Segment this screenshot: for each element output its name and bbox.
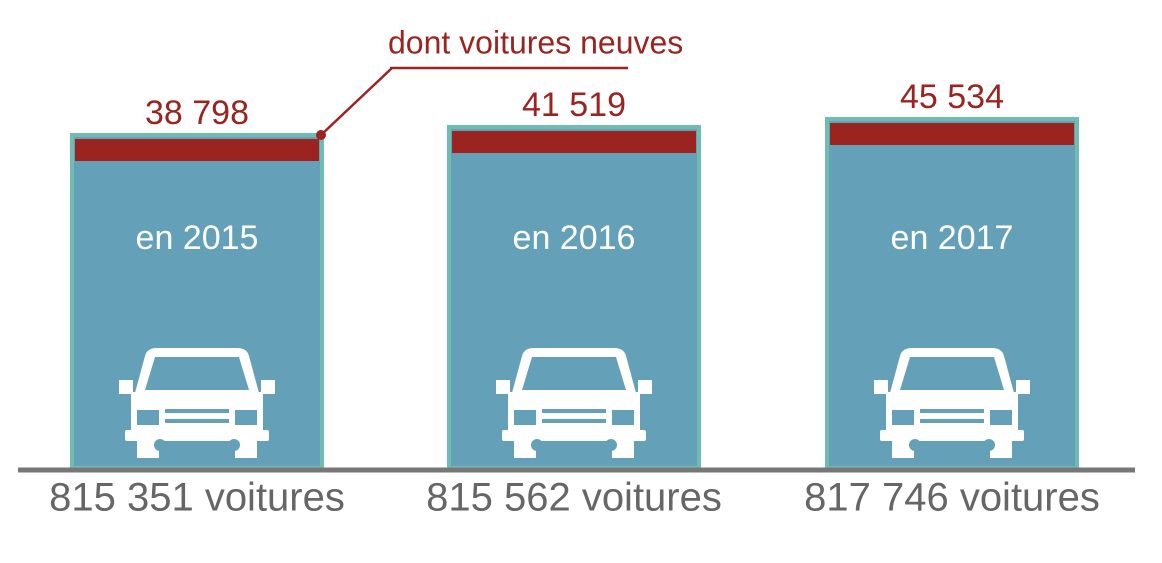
annotation: dont voitures neuves [388,24,683,60]
new-label: 45 534 [900,78,1004,116]
annotation-dot [316,130,326,140]
new-label: 41 519 [522,86,626,124]
new-band [452,131,696,153]
annotation-leader [320,67,393,136]
bar [825,117,1079,470]
year-label: en 2017 [891,219,1014,257]
new-band [830,123,1074,145]
total-label: 817 746 voitures [804,476,1100,520]
year-label: en 2015 [136,219,259,257]
new-band [75,139,319,161]
new-label: 38 798 [145,94,249,132]
year-label: en 2016 [513,219,636,257]
bars: 38 798 en 2015 815 351 voitures 41 519 en 20… [49,78,1100,520]
total-label: 815 351 voitures [49,476,345,520]
total-label: 815 562 voitures [426,476,722,520]
